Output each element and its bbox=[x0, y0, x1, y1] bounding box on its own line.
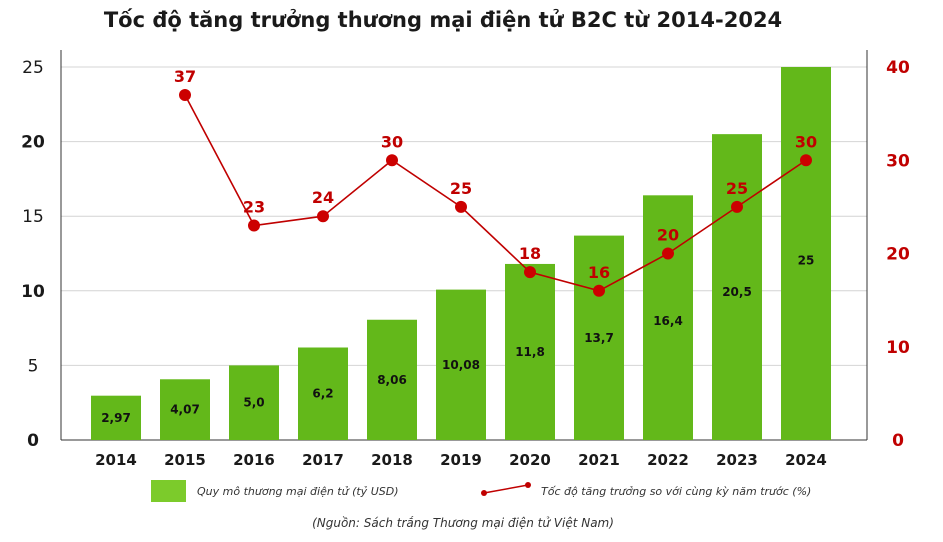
legend-line-marker-right bbox=[525, 482, 531, 488]
x-tick-label: 2022 bbox=[647, 451, 689, 469]
left-tick-label: 0 bbox=[27, 431, 39, 451]
x-tick-label: 2015 bbox=[164, 451, 206, 469]
growth-point bbox=[179, 88, 191, 101]
x-tick-label: 2016 bbox=[233, 451, 275, 469]
bar-value-label: 2,97 bbox=[101, 411, 131, 425]
growth-point-label: 25 bbox=[450, 179, 472, 198]
growth-point bbox=[455, 200, 467, 213]
bar-value-label: 25 bbox=[798, 254, 815, 268]
growth-point-label: 18 bbox=[519, 244, 541, 263]
x-tick-label: 2017 bbox=[302, 451, 344, 469]
bar bbox=[91, 395, 141, 440]
bar bbox=[160, 379, 210, 440]
bar bbox=[781, 67, 831, 440]
bar-value-label: 13,7 bbox=[584, 331, 614, 345]
bar-value-label: 4,07 bbox=[170, 403, 200, 417]
bar-value-label: 16,4 bbox=[653, 314, 683, 328]
growth-point-label: 24 bbox=[312, 188, 334, 207]
bar-labels: 2,97 4,07 5,0 6,2 8,06 10,08 11,8 13,7 16,4 20,5 2… bbox=[101, 254, 814, 425]
left-tick-label: 20 bbox=[21, 133, 45, 153]
left-tick-label: 10 bbox=[21, 282, 45, 302]
bar-value-label: 11,8 bbox=[515, 345, 545, 359]
legend-line-swatch bbox=[483, 484, 529, 494]
legend-bar-swatch bbox=[151, 480, 186, 502]
bar bbox=[298, 347, 348, 440]
source-note: (Nguồn: Sách trắng Thương mại điện tử Vi… bbox=[312, 516, 614, 530]
growth-point-label: 25 bbox=[726, 179, 748, 198]
x-tick-label: 2023 bbox=[716, 451, 758, 469]
x-tick-label: 2020 bbox=[509, 451, 551, 469]
left-tick-label: 5 bbox=[28, 356, 39, 376]
growth-point-label: 16 bbox=[588, 263, 610, 282]
bar-value-label: 6,2 bbox=[312, 387, 333, 401]
legend-line-marker-left bbox=[481, 490, 487, 496]
growth-point bbox=[386, 154, 398, 167]
growth-line-series: 37 23 24 30 25 18 16 20 25 30 bbox=[174, 67, 817, 297]
growth-point bbox=[317, 210, 329, 223]
growth-point-label: 23 bbox=[243, 198, 265, 217]
x-tick-label: 2021 bbox=[578, 451, 620, 469]
bar-value-label: 8,06 bbox=[377, 373, 407, 387]
left-tick-label: 15 bbox=[22, 207, 44, 227]
growth-line bbox=[184, 94, 807, 292]
growth-point bbox=[662, 247, 674, 260]
growth-point-label: 30 bbox=[795, 132, 817, 151]
growth-point bbox=[248, 219, 260, 232]
bar-value-label: 5,0 bbox=[243, 396, 264, 410]
right-tick-label: 40 bbox=[886, 58, 910, 78]
legend: Quy mô thương mại điện tử (tỷ USD) Tốc đ… bbox=[151, 480, 811, 502]
bar bbox=[643, 195, 693, 440]
bar bbox=[367, 319, 417, 440]
right-tick-label: 30 bbox=[886, 151, 910, 171]
right-tick-label: 0 bbox=[892, 431, 904, 451]
x-ticks: 2014 2015 2016 2017 2018 2019 2020 2021 2022 2023… bbox=[95, 451, 827, 469]
growth-point bbox=[800, 154, 812, 167]
bar-value-label: 20,5 bbox=[722, 285, 752, 299]
bar bbox=[712, 134, 762, 440]
growth-point bbox=[524, 266, 536, 279]
legend-bar-label: Quy mô thương mại điện tử (tỷ USD) bbox=[197, 485, 399, 498]
x-tick-label: 2019 bbox=[440, 451, 482, 469]
growth-point-label: 30 bbox=[381, 132, 403, 151]
left-tick-label: 25 bbox=[22, 58, 44, 78]
left-axis: 0 5 10 15 20 25 bbox=[21, 50, 62, 451]
legend-line-label: Tốc độ tăng trưởng so với cùng kỳ năm tr… bbox=[541, 485, 811, 498]
right-axis: 0 10 20 30 40 bbox=[866, 50, 910, 451]
x-tick-label: 2024 bbox=[785, 451, 827, 469]
bar bbox=[229, 365, 279, 440]
right-tick-label: 10 bbox=[886, 338, 910, 358]
bar bbox=[505, 263, 555, 440]
x-tick-label: 2018 bbox=[371, 451, 413, 469]
bars bbox=[91, 67, 831, 440]
chart-title: Tốc độ tăng trưởng thương mại điện tử B2… bbox=[104, 8, 782, 32]
bar bbox=[574, 235, 624, 440]
growth-point bbox=[731, 200, 743, 213]
right-tick-label: 20 bbox=[886, 245, 910, 265]
growth-point bbox=[593, 284, 605, 297]
growth-point-label: 37 bbox=[174, 67, 196, 86]
bar-value-label: 10,08 bbox=[442, 358, 480, 372]
x-tick-label: 2014 bbox=[95, 451, 137, 469]
growth-point-label: 20 bbox=[657, 226, 679, 245]
bar bbox=[436, 289, 486, 440]
